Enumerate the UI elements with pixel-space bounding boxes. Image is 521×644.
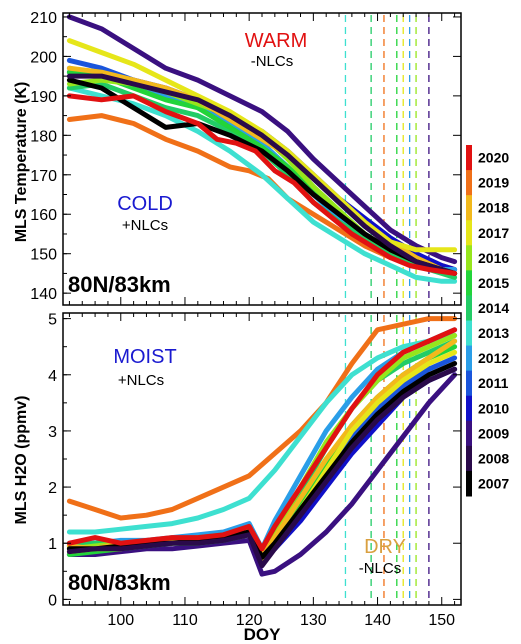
x-tick-label: 120: [236, 612, 263, 629]
y-tick-label: 190: [30, 89, 57, 106]
year-colorbar: 2020 2019 2018 2017 2016 2015 2014 2013 2012 2011…: [466, 145, 509, 497]
colorbar-label-2014: 2014: [478, 300, 509, 316]
colorbar-swatch-2018: [466, 195, 472, 221]
cold-nlc-annotation: +NLCs: [122, 217, 168, 234]
water-vapor-series-2019: [66, 316, 458, 521]
colorbar-label-2007: 2007: [478, 475, 509, 491]
water-vapor-series-2008: [66, 366, 458, 569]
colorbar-swatch-2014: [466, 295, 472, 321]
colorbar-label-2018: 2018: [478, 200, 509, 216]
colorbar-label-2013: 2013: [478, 325, 509, 341]
temperature-series-2009: [66, 14, 458, 265]
x-tick-label: 130: [300, 612, 327, 629]
temperature-series-2013: [66, 85, 458, 284]
water-vapor-series-2013: [66, 333, 458, 535]
warm-nlc-annotation: -NLCs: [251, 53, 294, 70]
temperature-series-2017: [66, 38, 458, 253]
temperature-panel: 140 150 160 170 180 190 200 210 MLS Temperature…: [13, 10, 462, 306]
y-tick-label: 2: [48, 480, 57, 497]
colorbar-swatch-2011: [466, 370, 472, 397]
y-tick-label: 4: [48, 368, 57, 385]
y-tick-label: 160: [30, 207, 57, 224]
colorbar-label-2019: 2019: [478, 175, 509, 191]
temperature-location-label: 80N/83km: [68, 272, 171, 297]
y-tick-label: 3: [48, 424, 57, 441]
y-tick-label: 140: [30, 286, 57, 303]
colorbar-swatch-2015: [466, 270, 472, 296]
water-vapor-series-2009: [66, 372, 458, 577]
y-tick-label: 170: [30, 168, 57, 185]
colorbar-swatch-2012: [466, 345, 472, 372]
water-vapor-series-2007: [66, 361, 458, 560]
temperature-series-2020: [66, 93, 458, 276]
colorbar-label-2015: 2015: [478, 275, 509, 291]
colorbar-swatch-2016: [466, 245, 472, 271]
y-tick-label: 5: [48, 312, 57, 329]
water-vapor-y-axis-label: MLS H2O (ppmv): [13, 396, 30, 525]
x-axis-label: DOY: [244, 625, 282, 644]
colorbar-swatch-2017: [466, 220, 472, 246]
moist-nlc-annotation: +NLCs: [118, 372, 164, 389]
y-tick-label: 180: [30, 128, 57, 145]
dry-nlc-annotation: -NLCs: [359, 560, 402, 577]
warm-annotation: WARM: [245, 30, 308, 52]
colorbar-label-2009: 2009: [478, 425, 509, 441]
colorbar-swatch-2008: [466, 445, 472, 472]
colorbar-swatch-2009: [466, 420, 472, 447]
moist-annotation: MOIST: [113, 346, 176, 368]
x-tick-label: 150: [428, 612, 455, 629]
colorbar-swatch-2010: [466, 395, 472, 422]
temperature-y-axis-label: MLS Temperature (K): [13, 82, 30, 243]
y-tick-label: 150: [30, 247, 57, 264]
colorbar-swatch-2019: [466, 170, 472, 196]
colorbar-swatch-2007: [466, 470, 472, 497]
colorbar-label-2011: 2011: [478, 375, 509, 391]
cold-annotation: COLD: [117, 193, 173, 215]
y-tick-label: 1: [48, 536, 57, 553]
x-tick-label: 140: [364, 612, 391, 629]
x-tick-label: 100: [107, 612, 134, 629]
colorbar-label-2016: 2016: [478, 250, 509, 266]
colorbar-swatch-2013: [466, 320, 472, 347]
water-vapor-series-2020: [66, 327, 458, 552]
colorbar-label-2017: 2017: [478, 225, 509, 241]
temperature-series-2008: [66, 73, 458, 276]
colorbar-label-2012: 2012: [478, 350, 509, 366]
colorbar-label-2008: 2008: [478, 450, 509, 466]
y-tick-label: 0: [48, 592, 57, 609]
x-tick-label: 110: [172, 612, 198, 629]
y-tick-label: 210: [30, 10, 57, 27]
y-tick-label: 200: [30, 49, 57, 66]
colorbar-label-2020: 2020: [478, 150, 509, 166]
water-vapor-location-label: 80N/83km: [68, 570, 171, 595]
dry-annotation: DRY: [364, 536, 406, 558]
colorbar-swatch-2020: [466, 145, 472, 171]
colorbar-label-2010: 2010: [478, 400, 509, 416]
